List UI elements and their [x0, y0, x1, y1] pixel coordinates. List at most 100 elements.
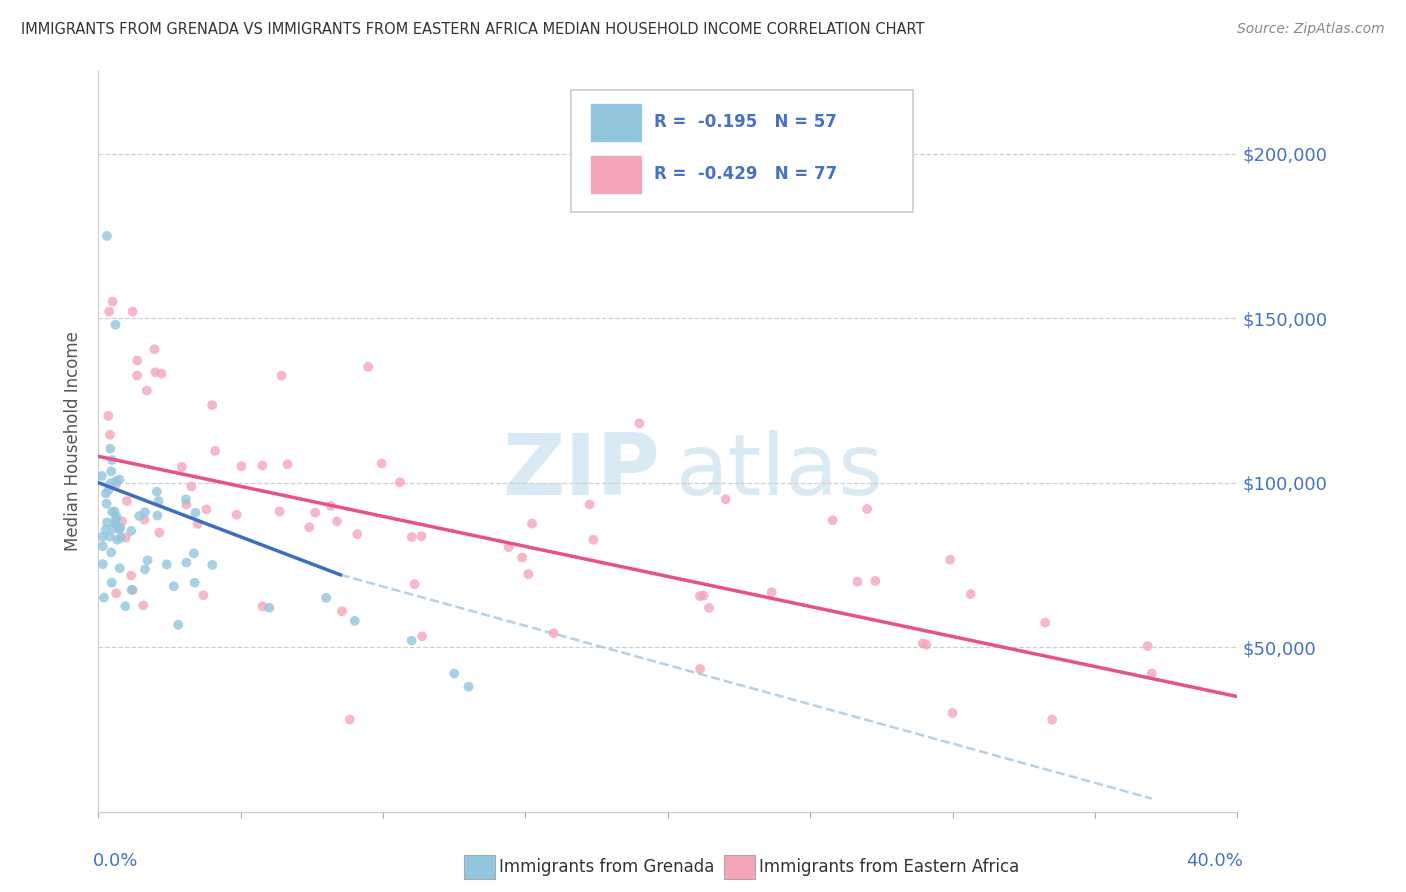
Point	[939, 553, 962, 567]
Point	[517, 567, 540, 582]
Text: 0.0%: 0.0%	[93, 853, 138, 871]
Point	[98, 427, 121, 442]
Point	[100, 476, 122, 491]
Point	[120, 524, 142, 538]
Point	[187, 516, 209, 531]
Point	[304, 506, 326, 520]
Point	[183, 575, 205, 590]
Point	[319, 499, 342, 513]
Point	[100, 575, 122, 590]
Point	[98, 530, 121, 544]
Point	[114, 599, 136, 614]
Point	[457, 680, 479, 694]
Point	[167, 617, 190, 632]
Point	[121, 582, 143, 597]
Text: R =  -0.195   N = 57: R = -0.195 N = 57	[654, 112, 837, 131]
Point	[98, 442, 121, 456]
Text: Source: ZipAtlas.com: Source: ZipAtlas.com	[1237, 22, 1385, 37]
Text: ZIP: ZIP	[502, 430, 659, 513]
Point	[339, 713, 361, 727]
Point	[252, 599, 274, 614]
Point	[270, 368, 292, 383]
Point	[115, 494, 138, 508]
Point	[180, 479, 202, 493]
Point	[195, 502, 218, 516]
Point	[143, 365, 166, 379]
Point	[498, 540, 520, 554]
Point	[134, 512, 156, 526]
Point	[259, 600, 281, 615]
Point	[104, 505, 127, 519]
Point	[443, 666, 465, 681]
Point	[225, 508, 247, 522]
Point	[94, 523, 117, 537]
Point	[401, 530, 423, 544]
Point	[330, 604, 353, 618]
Point	[204, 443, 226, 458]
Text: R =  -0.429   N = 77: R = -0.429 N = 77	[654, 164, 838, 183]
Point	[821, 513, 844, 527]
Point	[193, 588, 215, 602]
Point	[104, 516, 127, 531]
Point	[1140, 666, 1163, 681]
Point	[163, 579, 186, 593]
Point	[98, 304, 121, 318]
Point	[143, 343, 166, 357]
Point	[148, 525, 170, 540]
Point	[105, 586, 128, 600]
Point	[170, 459, 193, 474]
Point	[628, 417, 651, 431]
Text: Immigrants from Eastern Africa: Immigrants from Eastern Africa	[759, 858, 1019, 876]
Point	[176, 498, 198, 512]
Text: atlas: atlas	[676, 430, 884, 513]
Point	[111, 515, 134, 529]
Point	[761, 585, 783, 599]
Y-axis label: Median Household Income: Median Household Income	[63, 332, 82, 551]
Point	[135, 384, 157, 398]
Point	[911, 636, 934, 650]
Point	[128, 508, 150, 523]
Point	[543, 626, 565, 640]
Point	[148, 494, 170, 508]
Point	[326, 514, 349, 528]
Point	[252, 458, 274, 473]
Point	[134, 562, 156, 576]
Point	[582, 533, 605, 547]
Point	[176, 556, 198, 570]
Point	[959, 587, 981, 601]
Point	[100, 545, 122, 559]
Point	[315, 591, 337, 605]
Point	[120, 568, 142, 582]
Point	[942, 706, 965, 720]
Point	[411, 629, 433, 643]
Text: IMMIGRANTS FROM GRENADA VS IMMIGRANTS FROM EASTERN AFRICA MEDIAN HOUSEHOLD INCOM: IMMIGRANTS FROM GRENADA VS IMMIGRANTS FR…	[21, 22, 925, 37]
Point	[101, 453, 124, 467]
Point	[108, 561, 131, 575]
Point	[101, 505, 124, 519]
FancyBboxPatch shape	[571, 90, 912, 212]
Point	[90, 469, 112, 483]
Point	[915, 638, 938, 652]
Point	[127, 353, 149, 368]
Point	[97, 409, 120, 423]
Point	[121, 583, 143, 598]
Point	[370, 457, 392, 471]
Point	[103, 521, 125, 535]
Point	[865, 574, 887, 588]
Point	[184, 506, 207, 520]
Point	[269, 504, 291, 518]
Point	[105, 533, 128, 547]
Text: 40.0%: 40.0%	[1187, 853, 1243, 871]
Point	[101, 294, 124, 309]
Point	[276, 457, 298, 471]
Point	[108, 473, 131, 487]
Point	[91, 530, 114, 544]
Point	[201, 558, 224, 572]
Point	[298, 520, 321, 534]
Point	[846, 574, 869, 589]
Point	[125, 368, 148, 383]
Point	[346, 527, 368, 541]
Point	[714, 492, 737, 507]
Point	[110, 531, 132, 545]
Point	[697, 601, 720, 615]
